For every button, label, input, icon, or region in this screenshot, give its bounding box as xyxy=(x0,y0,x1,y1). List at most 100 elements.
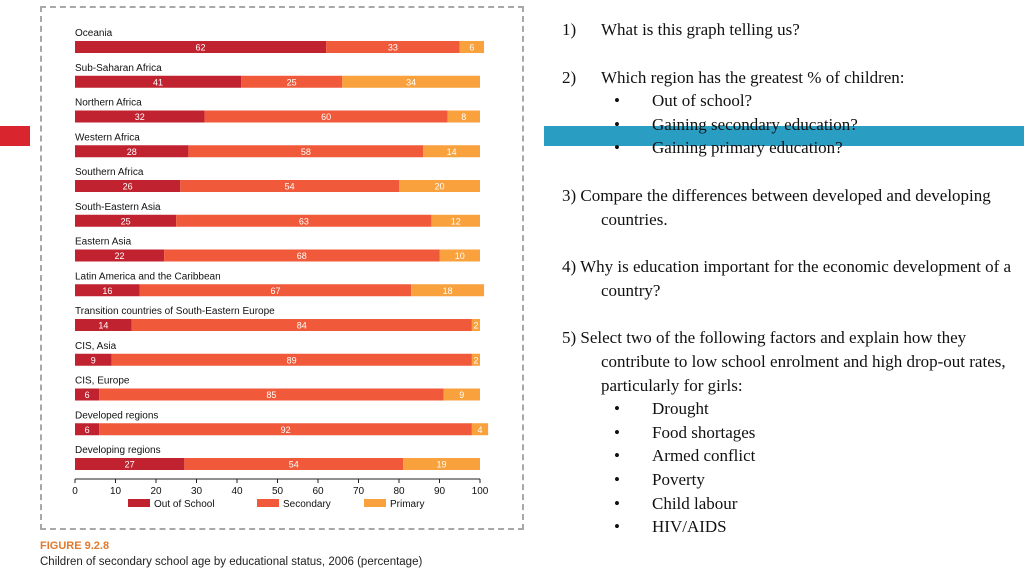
question-2-item: • Gaining secondary education? xyxy=(562,113,1017,137)
bar-segment xyxy=(75,249,165,262)
bar-value-label: 2 xyxy=(473,321,478,331)
bar-segment xyxy=(99,423,472,436)
chart-panel: Oceania 62 33 6 Sub-Saharan Africa 41 25 34 Nort… xyxy=(40,6,524,530)
bar-value-label: 6 xyxy=(85,390,90,400)
question-2-item: • Out of school? xyxy=(562,89,1017,113)
bar-value-label: 14 xyxy=(447,147,457,157)
bar-segment xyxy=(99,388,444,401)
bar-segment xyxy=(111,353,472,366)
question-1-number: 1) xyxy=(562,20,577,39)
bullet-glyph: • xyxy=(614,469,620,489)
figure-label: FIGURE 9.2.8 xyxy=(40,540,110,552)
question-5-item-text: Food shortages xyxy=(652,422,756,442)
bullet-glyph: • xyxy=(614,138,620,158)
bar-value-label: 10 xyxy=(455,251,465,261)
bar-value-label: 27 xyxy=(125,460,135,470)
bar-segment xyxy=(471,423,489,436)
bar-value-label: 22 xyxy=(115,251,125,261)
bar-value-label: 89 xyxy=(287,355,297,365)
question-5-item: • Drought xyxy=(562,397,1017,421)
bar-value-label: 9 xyxy=(91,355,96,365)
question-5-item-text: Armed conflict xyxy=(652,446,756,466)
category-label: Developed regions xyxy=(75,410,158,421)
bar-value-label: 60 xyxy=(321,112,331,122)
question-4: 4) Why is education important for the ec… xyxy=(562,257,1012,300)
bar-value-label: 92 xyxy=(281,425,291,435)
bar-value-label: 67 xyxy=(270,286,280,296)
bar-segment xyxy=(443,388,480,401)
x-axis-tick-label: 100 xyxy=(472,486,489,497)
question-list: 1) What is this graph telling us? 2) Whi… xyxy=(562,18,1017,539)
x-axis-tick-label: 70 xyxy=(353,486,365,497)
category-label: South-Eastern Asia xyxy=(75,202,161,213)
category-label: Eastern Asia xyxy=(75,237,132,248)
bar-segment xyxy=(75,41,327,53)
bullet-glyph: • xyxy=(614,422,620,442)
bar-value-label: 85 xyxy=(266,390,276,400)
bar-value-label: 18 xyxy=(443,286,453,296)
question-2-item-text: Out of school? xyxy=(652,91,753,111)
question-5-item-text: Child labour xyxy=(652,493,738,513)
bar-segment xyxy=(439,249,480,262)
bar-value-label: 33 xyxy=(388,43,398,53)
category-label: Sub-Saharan Africa xyxy=(75,63,162,74)
question-5-item-text: Poverty xyxy=(652,469,705,489)
category-label: Western Africa xyxy=(75,132,140,143)
bar-segment xyxy=(75,423,100,436)
bar-segment xyxy=(131,319,472,331)
question-2-item-text: Gaining secondary education? xyxy=(652,114,858,134)
category-label: Northern Africa xyxy=(75,98,142,109)
bar-value-label: 25 xyxy=(121,216,131,226)
category-label: CIS, Asia xyxy=(75,341,117,352)
bar-value-label: 41 xyxy=(153,77,163,87)
bar-value-label: 32 xyxy=(135,112,145,122)
bullet-glyph: • xyxy=(614,399,620,419)
legend-label: Primary xyxy=(390,499,424,510)
bar-value-label: 12 xyxy=(451,216,461,226)
bar-value-label: 20 xyxy=(434,182,444,192)
category-label: CIS, Europe xyxy=(75,376,130,387)
figure-caption: Children of secondary school age by educ… xyxy=(40,556,423,568)
bar-segment xyxy=(447,110,480,123)
category-label: Oceania xyxy=(75,28,113,39)
question-2: 2) Which region has the greatest % of ch… xyxy=(562,66,1017,90)
right-accent-bar xyxy=(544,126,1024,146)
bar-value-label: 25 xyxy=(287,77,297,87)
bullet-glyph: • xyxy=(614,493,620,513)
question-5-item: • Poverty xyxy=(562,468,1017,492)
bar-segment xyxy=(241,75,343,88)
question-5-item: • Food shortages xyxy=(562,421,1017,445)
bar-segment xyxy=(75,353,112,366)
x-axis-tick-label: 30 xyxy=(191,486,203,497)
legend-swatch xyxy=(364,499,386,507)
question-1-text: What is this graph telling us? xyxy=(601,20,800,39)
bar-segment xyxy=(471,353,480,366)
question-5-item: • Armed conflict xyxy=(562,444,1017,468)
bullet-glyph: • xyxy=(614,114,620,134)
bar-value-label: 26 xyxy=(123,182,133,192)
bar-value-label: 16 xyxy=(102,286,112,296)
bar-segment xyxy=(180,180,399,192)
bar-value-label: 34 xyxy=(406,77,416,87)
bar-value-label: 4 xyxy=(477,425,482,435)
bar-value-label: 9 xyxy=(459,390,464,400)
bar-segment xyxy=(164,249,440,262)
bar-value-label: 6 xyxy=(85,425,90,435)
bar-segment xyxy=(399,180,480,192)
question-2-item-text: Gaining primary education? xyxy=(652,138,843,158)
bar-value-label: 68 xyxy=(297,251,307,261)
bar-segment xyxy=(75,319,132,331)
x-axis-tick-label: 40 xyxy=(231,486,243,497)
bar-segment xyxy=(75,284,140,297)
bar-value-label: 14 xyxy=(98,321,108,331)
bar-value-label: 63 xyxy=(299,216,309,226)
question-2-number: 2) xyxy=(562,67,577,87)
question-5-item-text: HIV/AIDS xyxy=(652,517,727,537)
bar-segment xyxy=(75,214,177,227)
legend-swatch xyxy=(257,499,279,507)
question-5-item: • Child labour xyxy=(562,492,1017,516)
bar-segment xyxy=(75,110,205,123)
bar-value-label: 62 xyxy=(196,43,206,53)
bar-value-label: 8 xyxy=(461,112,466,122)
